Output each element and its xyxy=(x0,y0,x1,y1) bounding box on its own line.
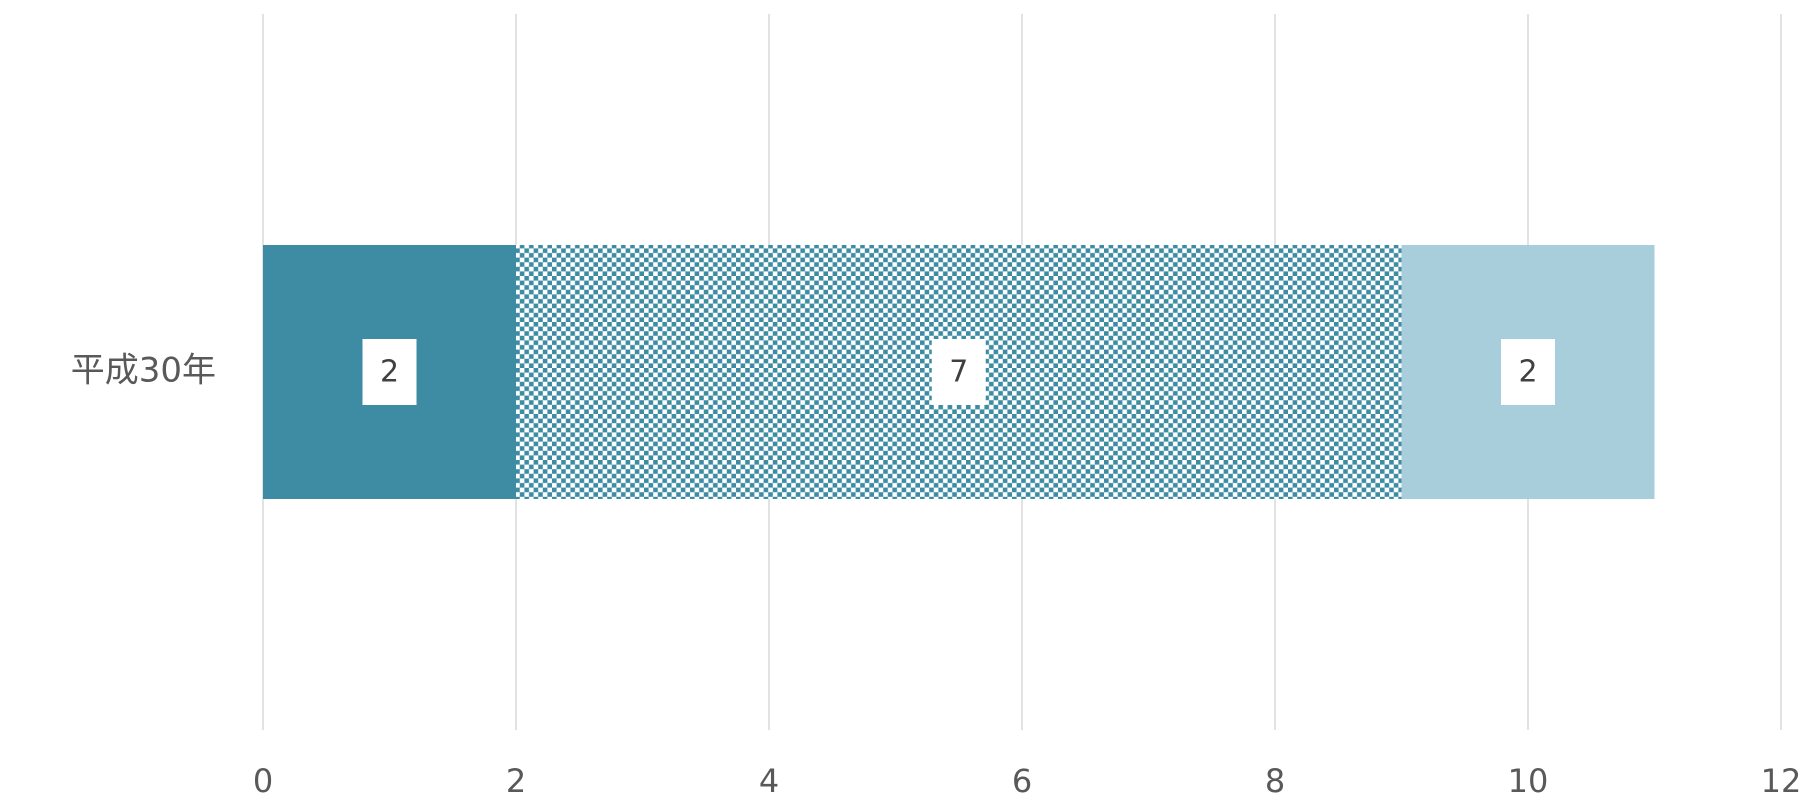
data-label-box xyxy=(931,339,986,405)
x-tick-label: 2 xyxy=(506,762,526,799)
x-tick-label: 4 xyxy=(759,762,779,799)
x-tick-label: 0 xyxy=(253,762,273,799)
x-tick-label: 10 xyxy=(1508,762,1549,799)
data-label-box xyxy=(362,339,417,405)
x-tick-label: 6 xyxy=(1012,762,1032,799)
data-label: 2 xyxy=(1518,355,1537,390)
x-tick-label: 8 xyxy=(1265,762,1285,799)
data-label: 7 xyxy=(949,355,968,390)
data-label: 2 xyxy=(380,355,399,390)
y-tick-label: 平成30年 xyxy=(71,351,216,391)
x-tick-label: 12 xyxy=(1761,762,1802,799)
data-label-box xyxy=(1501,339,1555,405)
